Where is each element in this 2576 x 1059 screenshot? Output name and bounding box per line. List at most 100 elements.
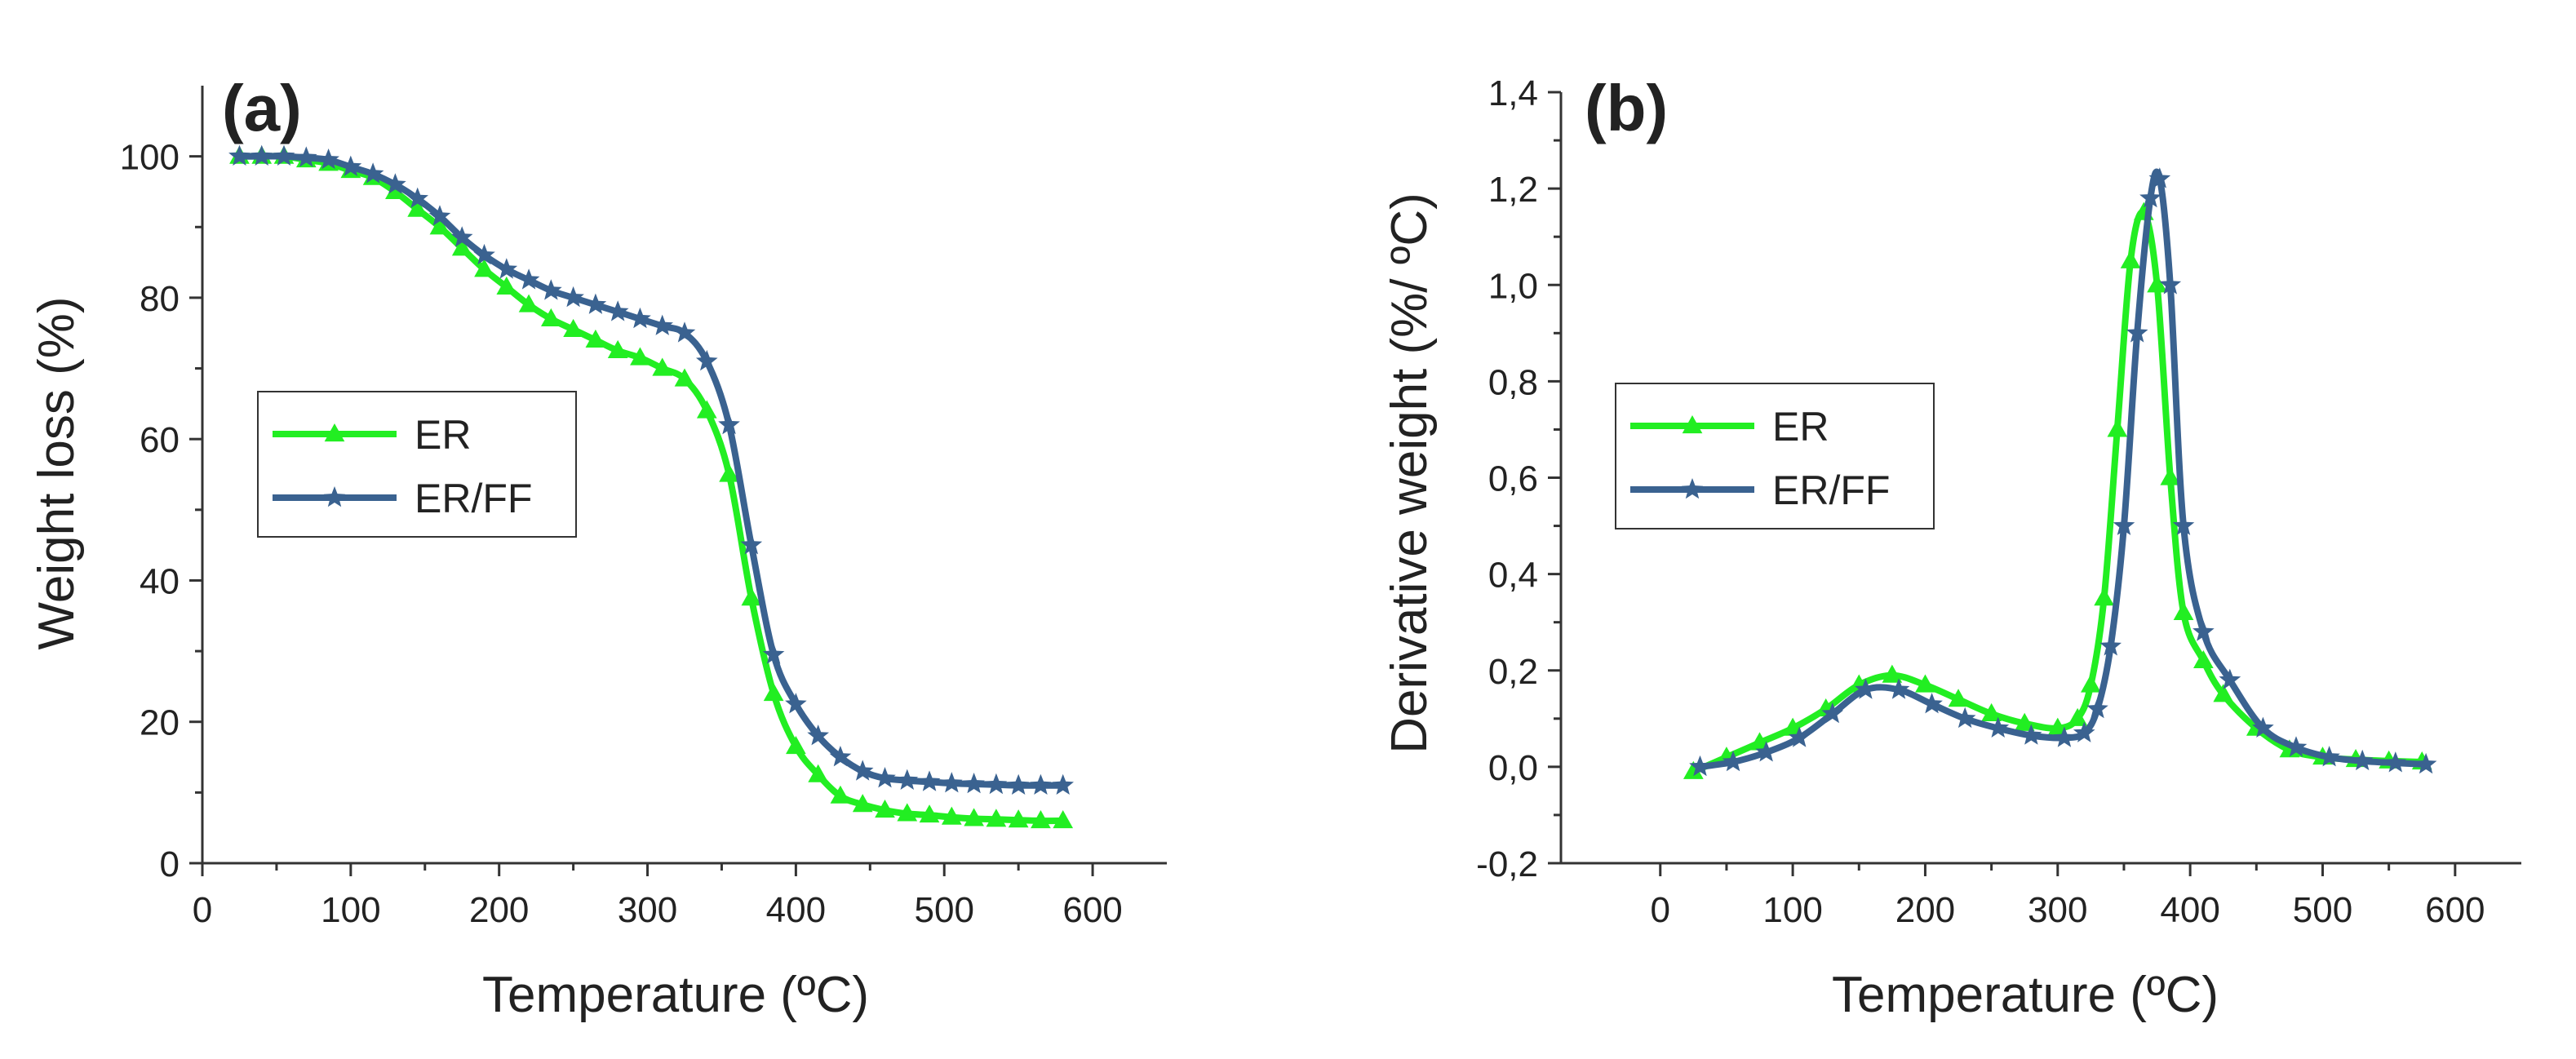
panel-b-x-tick-label: 200	[1895, 890, 1955, 930]
panel-b-plot: 0 100 200 300 400 500 600 -0,2 0,0 0,2 0,4 0,6 0,8 1,…	[1476, 73, 2521, 930]
panel-a-series-er-point	[630, 347, 650, 366]
panel-a-y-tick-label: 60	[140, 420, 180, 460]
panel-a-series-er-ff-point	[629, 307, 651, 329]
panel-a-series-er-ff-point	[273, 144, 295, 166]
panel-a-legend: ER ER/FF	[257, 391, 577, 538]
panel-b-y-tick-label: 0,0	[1488, 748, 1538, 788]
panel-a-series-er-point	[763, 683, 784, 702]
panel-b-legend-marker-er	[1682, 415, 1703, 434]
panel-a-series-er-point	[741, 587, 762, 606]
panel-b-ylabel: Derivative weight (%/ ºC)	[1381, 193, 1438, 754]
panel-b-xlabel: Temperature (ºC)	[1832, 967, 2219, 1023]
panel-a-series-er-point	[830, 785, 851, 804]
panel-b-series-er-point	[1948, 689, 1969, 707]
panel-a-x-tick-label: 200	[469, 890, 529, 930]
panel-b-series-er-ff-point	[1953, 707, 1976, 729]
panel-a-series-er-ff-point	[406, 187, 428, 208]
panel-a-y-tick-label: 40	[140, 561, 180, 601]
panel-a-series-er-point	[941, 806, 962, 825]
panel-b-x-tick-label: 500	[2293, 890, 2352, 930]
panel-b-series-er-ff-point	[1887, 678, 1910, 699]
panel-b-series-er-ff-point	[2252, 716, 2274, 738]
panel-b-series-er-ff-point	[2219, 668, 2241, 689]
panel-a-series-er-ff-point	[985, 773, 1008, 795]
panel-a-series-er-ff-point	[495, 258, 518, 279]
panel-b-legend-marker-er-ff	[1681, 478, 1704, 499]
panel-a-series-er-ff-point	[963, 773, 985, 794]
panel-b-series-er-ff-point	[2384, 751, 2407, 773]
panel-a-series-er-point	[385, 180, 406, 200]
panel-a-series-er-ff-point	[673, 321, 696, 343]
panel-a-series-er-ff-point	[651, 314, 673, 335]
panel-b-series-er-ff-point	[2172, 514, 2195, 535]
panel-a-series-er-point	[897, 803, 918, 822]
panel-a-plot: 0 100 200 300 400 500 600 0 20 40 60 80 100 ER ER/FF	[120, 86, 1167, 930]
panel-b-series-er-point	[2147, 274, 2167, 293]
panel-b-series-er-ff-point	[1722, 751, 1745, 772]
panel-b-y-tick-label: 1,2	[1488, 170, 1538, 210]
panel-b-series-er-ff-point	[2148, 167, 2171, 188]
panel-a-series-er-ff-point	[517, 268, 540, 290]
panel-a-series-er-point	[1008, 809, 1029, 828]
panel-a-series-er-point	[518, 294, 539, 312]
panel-b-series-er-point	[2067, 707, 2088, 726]
panel-b-legend-label-er: ER	[1772, 404, 1829, 450]
panel-a-x-tick-label: 100	[321, 890, 380, 930]
panel-a-y-tick-label: 80	[140, 279, 180, 319]
panel-b-y-tick-label: 0,4	[1488, 556, 1538, 596]
panel-b-series-er-point	[2213, 684, 2234, 702]
panel-b-label: (b)	[1585, 72, 1668, 144]
panel-a-legend-marker-er	[324, 423, 345, 442]
panel-a-label: (a)	[222, 72, 302, 144]
panel-a-series-er-point	[986, 809, 1007, 827]
panel-a-x-tick-label: 600	[1062, 890, 1122, 930]
panel-a-series-er-ff-point	[807, 724, 829, 746]
panel-b-series-er-ff-point	[2113, 514, 2135, 535]
panel-b-series-er-ff	[1689, 167, 2437, 777]
panel-a-series-er-ff-point	[941, 772, 963, 793]
panel-b-x-tick-label: 0	[1651, 890, 1670, 930]
panel-a-series-er-ff-point	[762, 643, 785, 664]
panel-b-x-tick-label: 400	[2160, 890, 2219, 930]
panel-b-series-er-point	[2173, 601, 2194, 620]
panel-b-series-er-ff-point	[2073, 721, 2095, 742]
panel-a-series-er-ff-point	[1007, 773, 1030, 795]
panel-a-ylabel: Weight loss (%)	[29, 297, 85, 650]
panel-a-series-er-point	[451, 237, 472, 256]
panel-b-series-er-ff-point	[2086, 698, 2108, 719]
panel-b-series-er-point	[1683, 760, 1704, 779]
panel-b-x-tick-label: 300	[2028, 890, 2087, 930]
panel-b-y-tick-label: 0,6	[1488, 459, 1538, 499]
panel-b-series-er-ff-point	[2192, 620, 2215, 641]
panel-b-x-tick-label: 100	[1762, 890, 1822, 930]
panel-a-series-er-ff-point	[606, 300, 629, 321]
panel-a-series-er-ff-point	[874, 767, 896, 788]
panel-b: (b) Temperature (ºC) Derivative weight (…	[1381, 72, 2521, 1023]
panel-a-series-er-ff-point	[361, 162, 384, 184]
panel-a-series-er-point	[719, 463, 739, 482]
panel-a-series-er-ff-point	[851, 760, 874, 781]
panel-a-series-er-ff-point	[428, 205, 451, 226]
panel-b-series-er-point	[2094, 587, 2114, 606]
panel-a-series-er-point	[429, 216, 450, 235]
panel-a-series-er-ff-point	[450, 226, 473, 247]
panel-b-y-tick-label: 1,0	[1488, 266, 1538, 306]
panel-b-series-er-point	[2107, 419, 2128, 437]
panel-a-series-er-point	[540, 308, 561, 326]
panel-b-series-er-ff-point	[1855, 678, 1877, 699]
panel-b-series-er-point	[2193, 649, 2214, 669]
panel-b-series-er-ff-point	[1788, 726, 1811, 747]
panel-b-series-er-ff-point	[2099, 635, 2122, 656]
panel-a-xlabel: Temperature (ºC)	[482, 967, 869, 1023]
panel-b-legend-label-er-ff: ER/FF	[1772, 467, 1890, 513]
panel-a-series-er-point	[607, 339, 628, 358]
panel-a-series-er-ff-point	[785, 693, 807, 714]
panel-a-legend-marker-er-ff	[323, 486, 346, 507]
panel-a-series-er-point	[696, 400, 717, 419]
panel-a-y-tick-label: 100	[120, 138, 180, 178]
panel-a-series-er-point	[786, 736, 806, 755]
panel-a-series-er-point	[496, 276, 517, 295]
panel-b-y-tick-label: 1,4	[1488, 73, 1538, 113]
panel-a-series-er-ff-point	[295, 146, 317, 167]
panel-a: (a) Temperature (ºC) Weight loss (%) 0 10…	[29, 72, 1167, 1023]
